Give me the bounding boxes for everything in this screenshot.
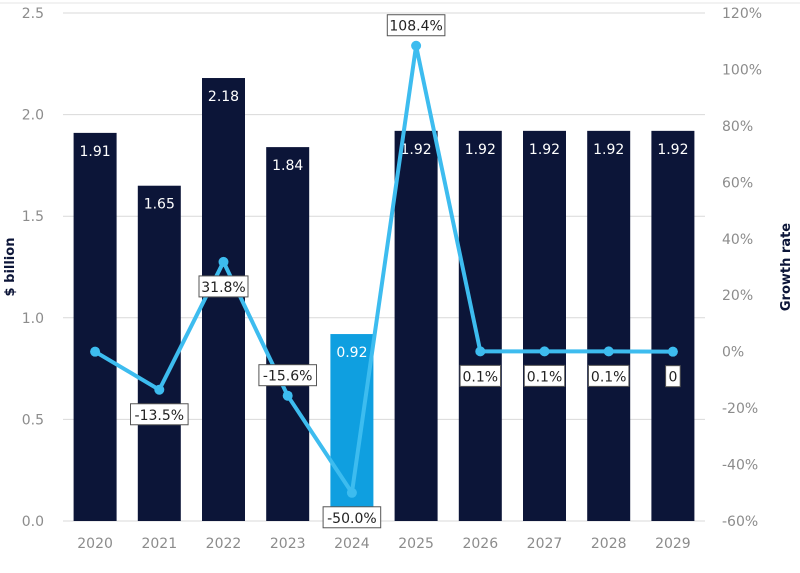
growth-label: 0.1% [591,369,627,385]
bar-value-label: 1.92 [465,142,496,158]
x-tick-label: 2029 [655,536,691,552]
x-tick-label: 2027 [527,536,563,552]
growth-point-2021 [154,384,165,395]
y2-tick-label: 60% [722,175,753,191]
bar-2020 [73,132,117,521]
y2-tick-label: 0% [722,345,744,361]
bar-2027 [523,130,566,521]
x-tick-label: 2028 [591,536,627,552]
y-tick-label: 0.5 [22,412,44,428]
bar-value-label: 1.92 [657,142,688,158]
growth-line [94,43,673,495]
growth-label-box [322,506,382,529]
growth-point-2026 [475,346,486,357]
y-tick-label: 1.0 [22,311,44,327]
x-tick-label: 2025 [398,536,434,552]
bar-value-label: 1.84 [272,158,303,174]
growth-label: 108.4% [389,19,442,35]
growth-point-2023 [282,390,293,401]
growth-point-2029 [667,346,678,357]
bar-value-label: 2.18 [208,89,239,105]
bar-value-label: 1.92 [593,142,624,158]
growth-label-box [386,14,446,37]
growth-point-2028 [603,346,614,357]
bar-value-label: 1.91 [80,144,111,160]
bar-2028 [587,130,631,521]
y2-tick-label: 80% [722,119,753,135]
growth-label: 0.1% [463,369,499,385]
growth-label-box [523,364,566,387]
x-tick-label: 2026 [462,536,498,552]
growth-label: -15.6% [263,369,313,385]
growth-label-box [130,403,189,426]
growth-label: -13.5% [135,408,185,424]
y-tick-label: 0.0 [22,514,44,530]
bar-2022 [202,78,245,522]
growth-label: 0.1% [527,369,563,385]
y2-tick-label: -40% [722,458,758,474]
y-tick-label: 2.5 [22,6,44,22]
bar-value-label: 1.92 [401,142,432,158]
x-tick-label: 2022 [206,536,242,552]
growth-label-box [198,275,249,298]
growth-point-2024 [346,487,357,498]
x-tick-label: 2020 [77,536,113,552]
bar-value-label: 0.92 [336,345,367,361]
growth-label: -50.0% [327,511,377,527]
y-axis-title: $ billion [3,238,18,297]
growth-point-2025 [411,40,422,51]
y2-tick-label: 20% [722,288,753,304]
growth-label: 0 [668,370,677,386]
y2-tick-label: -60% [722,514,758,530]
x-tick-label: 2021 [141,536,177,552]
y2-tick-label: 120% [722,6,762,22]
bar-value-label: 1.65 [144,197,175,213]
x-tick-label: 2024 [334,536,370,552]
growth-point-2020 [90,346,101,357]
y2-tick-label: 100% [722,62,762,78]
growth-label-box [459,364,502,387]
growth-label-box [258,364,317,387]
y2-axis-title: Growth rate [779,223,794,311]
y2-tick-label: 40% [722,232,753,248]
growth-label-box [588,364,630,387]
growth-label: 31.8% [201,280,245,296]
bar-2029 [651,130,695,521]
growth-label-box [665,365,681,388]
y-tick-label: 1.5 [22,209,44,225]
x-tick-label: 2023 [270,536,306,552]
bar-2025 [394,130,438,521]
bar-2026 [458,130,502,521]
bar-2023 [266,147,310,521]
growth-point-2027 [539,346,550,357]
y2-tick-label: -20% [722,401,758,417]
y-tick-label: 2.0 [22,108,44,124]
growth-point-2022 [218,256,229,267]
bar-value-label: 1.92 [529,142,560,158]
bar-2021 [137,185,181,521]
